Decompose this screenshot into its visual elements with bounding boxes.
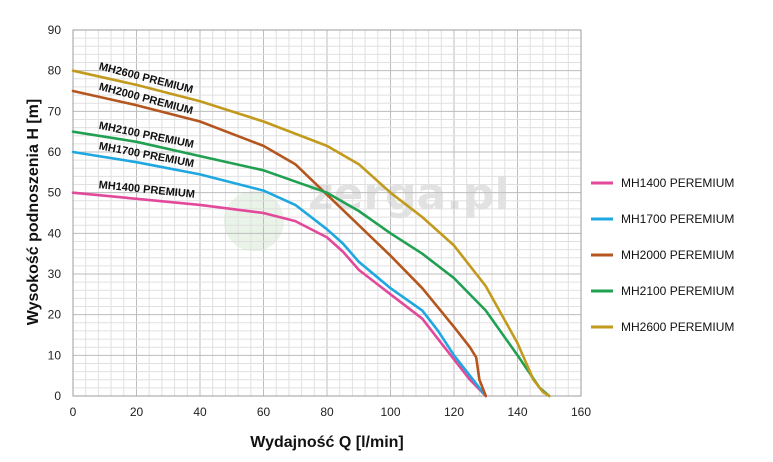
watermark-text: zerga.pl <box>308 169 510 220</box>
x-tick-label: 140 <box>507 405 527 419</box>
x-tick-label: 100 <box>380 405 400 419</box>
legend-label: MH1400 PEREMIUM <box>621 176 734 190</box>
x-tick-label: 20 <box>130 405 144 419</box>
y-tick-label: 90 <box>48 23 62 37</box>
x-tick-label: 120 <box>444 405 464 419</box>
series-line-mh2100 <box>71 130 551 398</box>
plot-area-border <box>72 29 582 397</box>
watermark: zerga.pl <box>223 169 510 252</box>
y-tick-label: 20 <box>48 308 62 322</box>
series-line-mh1700 <box>71 150 488 398</box>
series-line-mh2600 <box>71 69 551 398</box>
legend-label: MH2100 PEREMIUM <box>621 284 734 298</box>
x-tick-label: 60 <box>257 405 271 419</box>
watermark-logo-icon <box>223 191 284 252</box>
y-axis-title: Wysokość podnoszenia H [m] <box>25 99 42 325</box>
y-tick-label: 40 <box>48 226 62 240</box>
y-tick-label: 50 <box>48 186 62 200</box>
legend-label: MH2600 PEREMIUM <box>621 320 734 334</box>
x-tick-label: 80 <box>320 405 334 419</box>
y-tick-label: 10 <box>48 348 62 362</box>
legend-label: MH1700 PEREMIUM <box>621 212 734 226</box>
x-tick-label: 40 <box>193 405 207 419</box>
series-line-mh1400 <box>71 191 488 398</box>
chart-series <box>71 69 551 398</box>
y-tick-label: 70 <box>48 104 62 118</box>
y-tick-label: 60 <box>48 145 62 159</box>
y-tick-label: 0 <box>54 389 61 403</box>
legend-label: MH2000 PEREMIUM <box>621 248 734 262</box>
x-axis-title: Wydajność Q [l/min] <box>250 434 404 451</box>
chart-legend: MH1400 PEREMIUM MH1700 PEREMIUM MH2000 PER… <box>591 176 734 334</box>
series-line-mh2000 <box>71 89 488 398</box>
x-tick-label: 160 <box>571 405 591 419</box>
x-tick-label: 0 <box>70 405 77 419</box>
chart-axes: 0 20 40 60 80 100 120 140 160 0 10 20 30 40 50 60 70 80 90 <box>48 23 592 419</box>
y-tick-label: 80 <box>48 64 62 78</box>
y-tick-label: 30 <box>48 267 62 281</box>
